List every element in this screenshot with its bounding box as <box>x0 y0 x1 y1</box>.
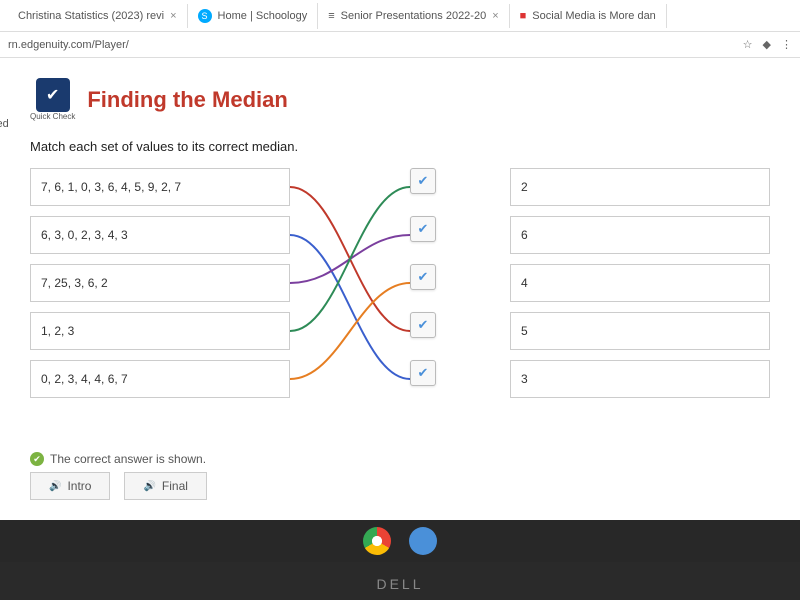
left-column: 7, 6, 1, 0, 3, 6, 4, 5, 9, 2, 7 6, 3, 0,… <box>30 168 290 408</box>
close-icon[interactable]: × <box>170 10 176 22</box>
source-item[interactable]: 6, 3, 0, 2, 3, 4, 3 <box>30 216 290 254</box>
speaker-icon: 🔊 <box>49 481 61 492</box>
check-icon: ✔ <box>410 360 436 386</box>
extension-icon[interactable]: ◆ <box>763 38 771 51</box>
tab-label: Christina Statistics (2023) revi <box>18 10 164 22</box>
matching-area: 7, 6, 1, 0, 3, 6, 4, 5, 9, 2, 7 6, 3, 0,… <box>30 168 770 448</box>
browser-tab[interactable]: ■ Social Media is More dan <box>510 4 667 28</box>
star-icon[interactable]: ☆ <box>743 38 753 51</box>
check-column: ✔ ✔ ✔ ✔ ✔ <box>410 168 436 408</box>
feedback-row: ✔ The correct answer is shown. <box>30 452 770 466</box>
target-item[interactable]: 4 <box>510 264 770 302</box>
source-item[interactable]: 0, 2, 3, 4, 4, 6, 7 <box>30 360 290 398</box>
check-icon: ✔ <box>410 264 436 290</box>
target-item[interactable]: 5 <box>510 312 770 350</box>
speaker-icon: 🔊 <box>143 481 155 492</box>
browser-tab[interactable]: Christina Statistics (2023) revi × <box>8 4 188 28</box>
page-title: Finding the Median <box>87 87 287 113</box>
laptop-brand: DELL <box>376 576 423 592</box>
sidebar-status: iewed <box>0 118 9 130</box>
url-action-icons: ☆ ◆ ⋮ <box>743 38 792 51</box>
menu-icon[interactable]: ⋮ <box>781 38 792 51</box>
close-icon[interactable]: × <box>492 10 498 22</box>
match-lines <box>290 168 410 448</box>
check-icon: ✔ <box>410 168 436 194</box>
url-bar[interactable]: rn.edgenuity.com/Player/ ☆ ◆ ⋮ <box>0 32 800 58</box>
tab-label: Home | Schoology <box>218 10 308 22</box>
chrome-icon[interactable] <box>363 527 391 555</box>
tab-label: Senior Presentations 2022-20 <box>341 10 487 22</box>
browser-tab[interactable]: ≡ Senior Presentations 2022-20 × <box>318 4 509 28</box>
quickcheck-logo-icon: ✔ <box>36 78 70 112</box>
browser-tab[interactable]: S Home | Schoology <box>188 3 319 29</box>
feedback-text: The correct answer is shown. <box>50 452 206 466</box>
correct-icon: ✔ <box>30 452 44 466</box>
target-item[interactable]: 6 <box>510 216 770 254</box>
instruction-text: Match each set of values to its correct … <box>30 139 770 154</box>
tab-label: Social Media is More dan <box>532 10 656 22</box>
check-icon: ✔ <box>410 312 436 338</box>
source-item[interactable]: 1, 2, 3 <box>30 312 290 350</box>
check-icon: ✔ <box>410 216 436 242</box>
tab-favicon: ≡ <box>328 10 334 22</box>
intro-button[interactable]: 🔊 Intro <box>30 472 110 500</box>
os-taskbar <box>0 520 800 562</box>
final-button[interactable]: 🔊 Final <box>124 472 206 500</box>
tab-favicon: ■ <box>520 10 527 22</box>
tab-favicon: S <box>198 9 212 23</box>
source-item[interactable]: 7, 6, 1, 0, 3, 6, 4, 5, 9, 2, 7 <box>30 168 290 206</box>
url-text: rn.edgenuity.com/Player/ <box>8 39 735 51</box>
source-item[interactable]: 7, 25, 3, 6, 2 <box>30 264 290 302</box>
quickcheck-label: Quick Check <box>30 112 75 121</box>
app-icon[interactable] <box>409 527 437 555</box>
target-item[interactable]: 2 <box>510 168 770 206</box>
browser-tab-bar: Christina Statistics (2023) revi × S Hom… <box>0 0 800 32</box>
right-column: 2 6 4 5 3 <box>510 168 770 408</box>
target-item[interactable]: 3 <box>510 360 770 398</box>
